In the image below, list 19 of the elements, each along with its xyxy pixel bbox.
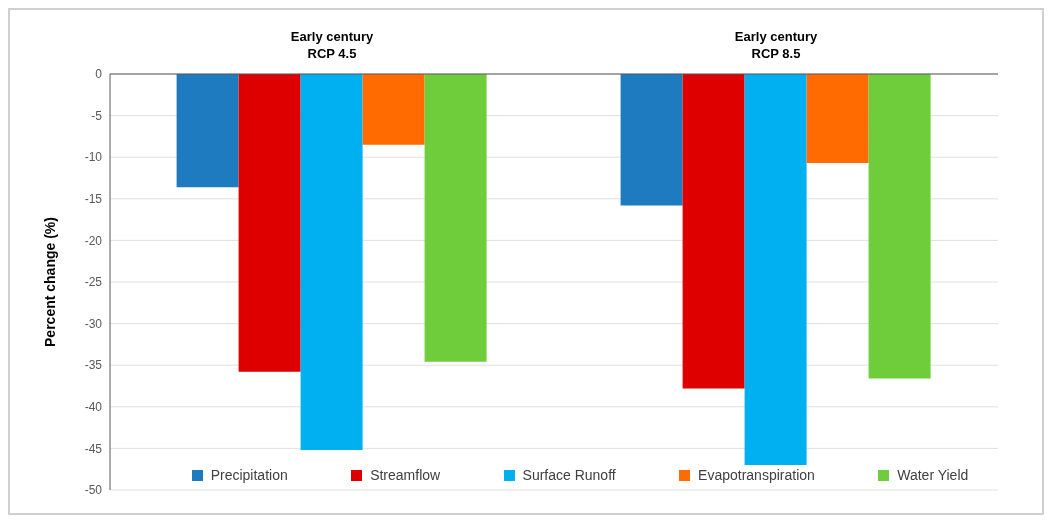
y-tick-label: -20 [84, 233, 103, 248]
legend-label: Surface Runoff [521, 467, 616, 483]
y-tick-label: -15 [84, 192, 103, 207]
y-axis-title: Percent change (%) [41, 217, 58, 347]
x-tick-label: Early century RCP 4.5 [290, 29, 374, 61]
legend-label: Evapotranspiration [697, 467, 815, 483]
y-tick-label: -25 [84, 275, 103, 290]
x-tick-label: Early century RCP 8.5 [734, 29, 818, 61]
y-tick-label: -10 [84, 150, 103, 165]
y-tick-label: -5 [91, 108, 103, 123]
y-tick-label: -35 [84, 358, 103, 373]
y-tick-label: 0 [95, 67, 103, 82]
y-tick-label: -40 [84, 400, 103, 415]
legend-label: Precipitation [209, 467, 288, 483]
y-tick-label: -50 [84, 483, 103, 498]
y-tick-label: -30 [84, 316, 103, 331]
y-tick-label: -45 [84, 441, 103, 456]
legend-label: Streamflow [369, 467, 441, 483]
legend-label: Water Yield [896, 467, 969, 483]
